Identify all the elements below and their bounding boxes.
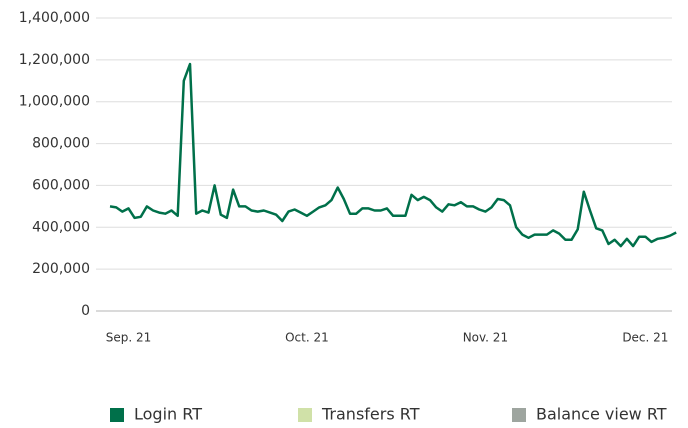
- legend-swatch: [298, 408, 312, 422]
- legend-swatch: [110, 408, 124, 422]
- y-tick-label: 600,000: [32, 177, 90, 193]
- x-tick-label: Sep. 21: [106, 331, 152, 345]
- y-tick-label: 200,000: [32, 261, 90, 277]
- legend-label: Transfers RT: [321, 405, 420, 424]
- y-tick-label: 800,000: [32, 136, 90, 152]
- legend-label: Balance view RT: [536, 405, 667, 424]
- series-line: [109, 62, 677, 248]
- y-tick-label: 1,400,000: [19, 10, 90, 26]
- x-tick-label: Dec. 21: [622, 331, 668, 345]
- x-tick-label: Oct. 21: [285, 331, 329, 345]
- y-tick-label: 0: [81, 303, 90, 319]
- legend-swatch: [512, 408, 526, 422]
- legend-label: Login RT: [134, 405, 202, 424]
- y-tick-label: 1,000,000: [19, 94, 90, 110]
- x-tick-label: Nov. 21: [463, 331, 508, 345]
- y-tick-label: 1,200,000: [19, 52, 90, 68]
- y-tick-label: 400,000: [32, 219, 90, 235]
